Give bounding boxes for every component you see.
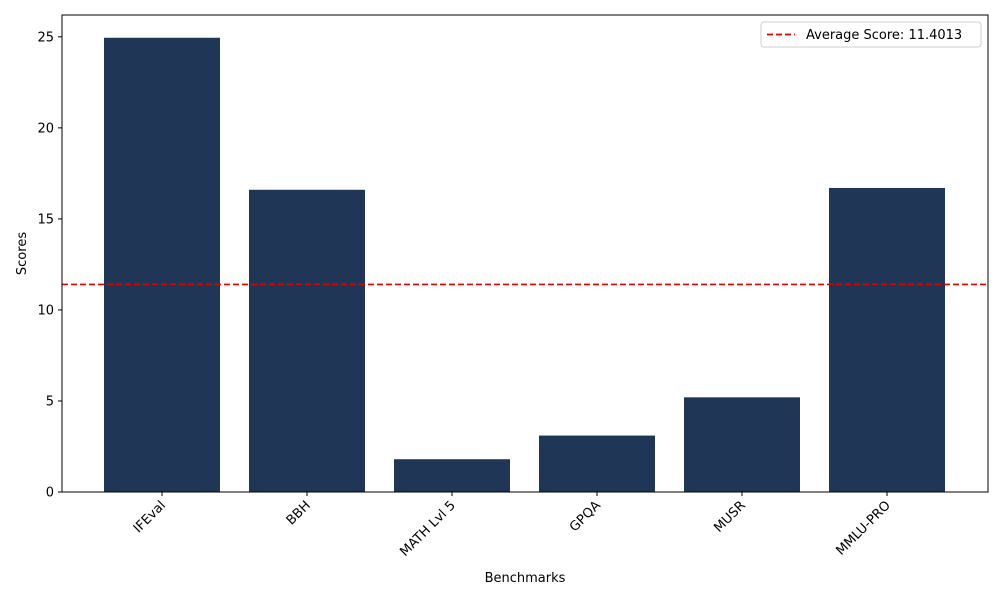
y-tick-label: 15 (37, 212, 54, 227)
bar-gpqa (539, 435, 655, 492)
x-axis: IFEval BBH MATH Lvl 5 GPQA MUSR MMLU-PRO (131, 492, 894, 560)
x-tick-label: BBH (284, 498, 314, 528)
x-axis-title: Benchmarks (485, 571, 566, 586)
y-tick-label: 25 (37, 30, 54, 45)
bar-math-lvl-5 (394, 459, 510, 492)
y-tick-label: 5 (46, 394, 54, 409)
x-tick-label: IFEval (131, 498, 169, 536)
y-tick-label: 20 (37, 121, 54, 136)
x-tick-label: MUSR (711, 498, 748, 535)
x-tick-label: MATH Lvl 5 (397, 498, 458, 559)
bar-musr (684, 397, 800, 492)
plot-frame (61, 14, 989, 493)
x-tick-label: GPQA (567, 498, 604, 535)
legend: Average Score: 11.4013 (760, 21, 982, 48)
y-axis-title: Scores (15, 232, 30, 275)
bars-layer (104, 37, 945, 493)
legend-label: Average Score: 11.4013 (806, 28, 962, 43)
y-tick-label: 10 (37, 303, 54, 318)
legend-box (760, 21, 982, 48)
bar-bbh (249, 189, 365, 492)
x-tick-label: MMLU-PRO (833, 498, 893, 558)
bar-mmlu-pro (829, 187, 945, 492)
y-tick-label: 0 (46, 486, 54, 501)
bar-ifeval (104, 37, 220, 493)
y-axis: 0 5 10 15 20 25 (37, 30, 62, 501)
